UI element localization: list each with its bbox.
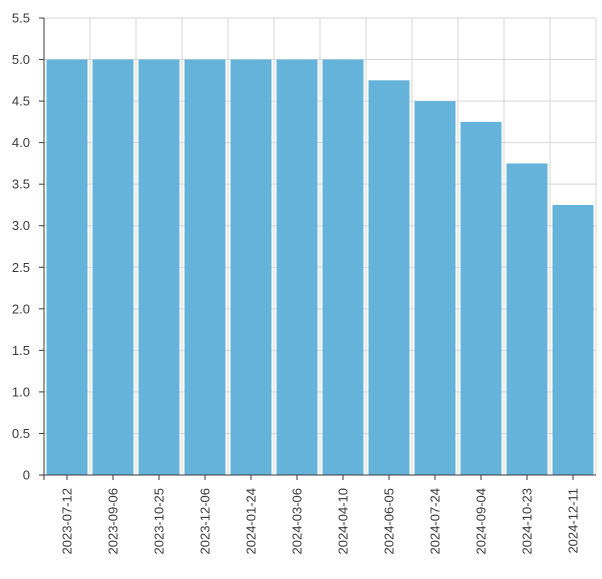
grid-lines [44, 17, 597, 475]
bars [46, 59, 594, 476]
y-tick-label: 5.0 [12, 52, 30, 67]
x-tick-label: 2024-07-24 [428, 488, 443, 555]
y-tick-label: 2.5 [12, 260, 30, 275]
x-tick-label: 2024-06-05 [382, 488, 397, 555]
x-tick-label: 2024-01-24 [244, 488, 259, 555]
bar-2024-04-10 [322, 59, 364, 475]
y-tick-label: 1.5 [12, 343, 30, 358]
y-tick-label: 1.0 [12, 384, 30, 399]
bar-2024-07-24 [414, 101, 456, 475]
bar-2024-01-24 [230, 59, 272, 475]
x-tick-label: 2023-07-12 [60, 488, 75, 555]
x-tick-label: 2023-10-25 [152, 488, 167, 555]
x-tick-label: 2023-09-06 [106, 488, 121, 555]
bar-2024-12-11 [552, 204, 594, 476]
axes [39, 17, 596, 480]
x-tick-label: 2024-04-10 [336, 488, 351, 555]
y-tick-label: 4.5 [12, 94, 30, 109]
bar-2023-07-12 [46, 59, 88, 475]
bar-2024-06-05 [368, 80, 410, 476]
bar-2024-03-06 [276, 59, 318, 475]
x-tick-labels: 2023-07-12 2023-09-06 2023-10-25 2023-12-06… [60, 488, 581, 555]
y-tick-label: 3.0 [12, 218, 30, 233]
bar-2023-12-06 [184, 59, 226, 475]
y-tick-label: 0 [23, 468, 30, 483]
y-tick-label: 5.5 [12, 11, 30, 26]
x-tick-label: 2024-09-04 [474, 488, 489, 555]
bar-2023-10-25 [138, 59, 180, 475]
bar-2024-10-23 [506, 163, 548, 475]
y-tick-label: 0.5 [12, 426, 30, 441]
bar-2023-09-06 [92, 59, 134, 475]
y-tick-labels: 0 0.5 1.0 1.5 2.0 2.5 3.0 3.5 4.0 4.5 5.0 5.5 [12, 11, 30, 483]
x-tick-label: 2024-12-11 [566, 488, 581, 554]
y-tick-label: 4.0 [12, 135, 30, 150]
x-tick-label: 2024-03-06 [290, 488, 305, 555]
bar-2024-09-04 [460, 121, 502, 475]
y-tick-label: 3.5 [12, 177, 30, 192]
x-tick-label: 2023-12-06 [198, 488, 213, 555]
y-tick-label: 2.0 [12, 301, 30, 316]
x-tick-label: 2024-10-23 [520, 488, 535, 555]
